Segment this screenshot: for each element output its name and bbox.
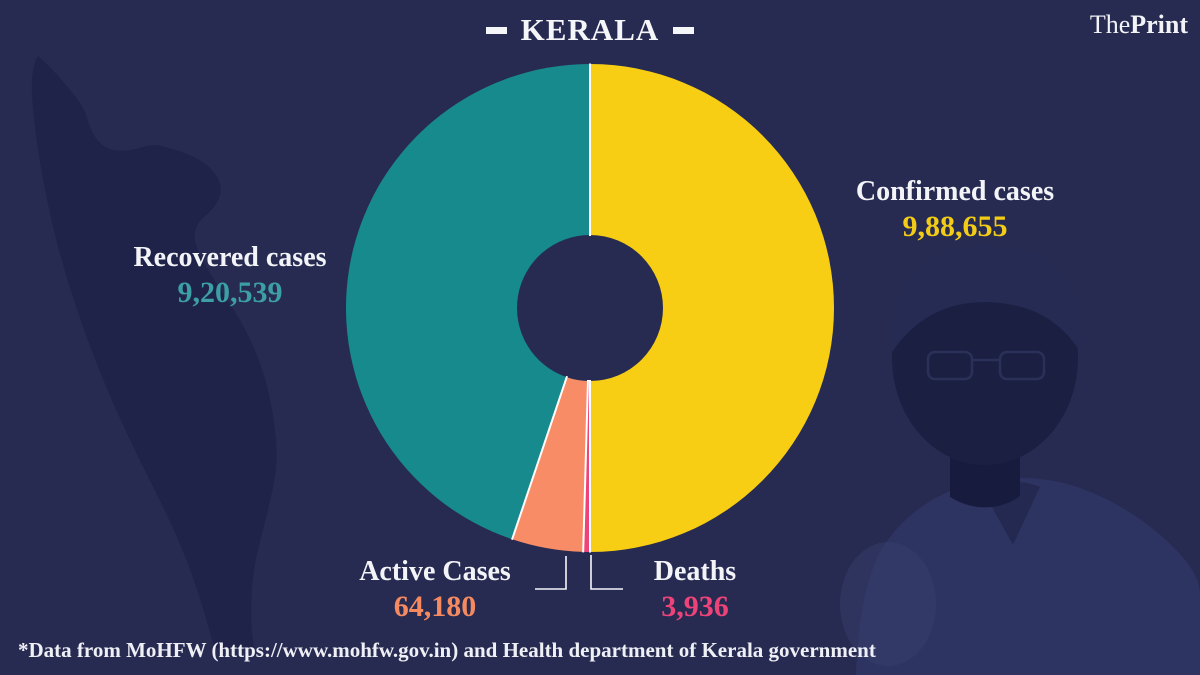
portrait-shirt-highlight [840,542,936,666]
slice-value: 9,20,539 [177,276,283,310]
slice-value: 3,936 [661,590,729,624]
page-title-text: KERALA [520,12,660,47]
kerala-map-silhouette [31,56,277,648]
label-block-active-cases: Active Cases 64,180 [305,556,565,624]
slice-label: Recovered cases [133,242,327,273]
leader-line-active-cases [535,556,567,590]
slice-separator [582,379,589,553]
slice-separator [511,375,568,541]
title-dash-right-icon [673,26,695,34]
label-block-deaths: Deaths 3,936 [592,556,798,624]
slice-separators [511,63,591,553]
donut-slice-recovered-cases [345,64,590,540]
source-note: *Data from MoHFW (https://www.mohfw.gov.… [18,638,876,662]
brand-logo-the: The [1089,10,1131,39]
label-block-confirmed-cases: Confirmed cases 9,88,655 [810,176,1100,244]
page-title: KERALA [390,12,790,48]
donut-slices [345,64,834,552]
slice-value: 64,180 [393,590,477,624]
portrait-glasses [926,350,1046,381]
brand-logo-print: Print [1130,10,1188,39]
portrait-hair [891,245,1081,352]
portrait-shirt [856,477,1200,675]
donut-slice-active-cases [512,377,588,552]
brand-logo: ThePrint [1062,10,1188,40]
donut-slice-confirmed-cases [590,64,834,552]
label-block-recovered-cases: Recovered cases 9,20,539 [85,242,375,310]
portrait-silhouette [840,245,1200,675]
slice-label: Confirmed cases [855,176,1055,207]
slice-label: Deaths [653,556,737,587]
slice-value: 9,88,655 [902,210,1008,244]
slice-label: Active Cases [359,556,511,587]
leader-line-deaths [590,555,623,590]
title-dash-left-icon [485,26,507,34]
